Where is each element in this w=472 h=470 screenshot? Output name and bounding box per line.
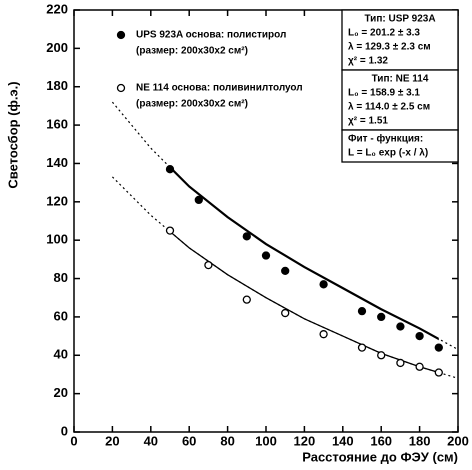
y-tick-label: 180 [46, 78, 68, 93]
x-tick-label: 20 [105, 433, 119, 448]
x-tick-label: 120 [294, 433, 316, 448]
y-tick-label: 0 [61, 423, 68, 438]
info-text: λ = 129.3 ± 2.3 см [348, 42, 431, 53]
info-box [341, 69, 459, 131]
data-point [377, 351, 386, 360]
y-tick-label: 200 [46, 40, 68, 55]
info-text: χ² = 1.32 [348, 56, 388, 67]
info-text: L₀ = 201.2 ± 3.3 [348, 28, 420, 39]
x-tick-label: 160 [370, 433, 392, 448]
x-tick-label: 0 [70, 433, 77, 448]
data-point [434, 343, 443, 352]
y-tick-label: 100 [46, 232, 68, 247]
info-text: λ = 114.0 ± 2.5 см [348, 102, 430, 113]
info-box [341, 9, 459, 71]
data-point [396, 322, 405, 331]
info-box [341, 129, 459, 163]
y-tick-label: 140 [46, 155, 68, 170]
legend-label: UPS 923A основа: полистирол [136, 30, 286, 41]
y-tick-label: 60 [54, 308, 68, 323]
x-tick-label: 200 [447, 433, 469, 448]
y-tick-label: 20 [54, 385, 68, 400]
legend-marker [116, 83, 126, 93]
x-tick-label: 40 [144, 433, 158, 448]
y-axis-label: Светосбор (ф.э.) [5, 81, 20, 188]
x-axis-label: Расстояние до ФЭУ (см) [302, 449, 458, 464]
data-point [165, 226, 175, 235]
fit-curve [170, 230, 439, 374]
fit-curve [170, 165, 439, 341]
info-text: Тип: USP 923A [364, 14, 435, 25]
info-text: χ² = 1.51 [348, 116, 388, 127]
data-point [194, 195, 203, 205]
data-point [281, 308, 290, 318]
data-point [415, 331, 424, 341]
data-point [357, 307, 367, 316]
info-text: Тип: NE 114 [372, 74, 429, 85]
y-tick-label: 80 [54, 270, 68, 285]
x-tick-label: 60 [182, 433, 196, 448]
info-text: Фит - функция: [348, 133, 423, 145]
data-point [204, 260, 213, 270]
fit-curve-dotted [111, 176, 459, 379]
legend-marker [116, 30, 126, 40]
info-text: L = L₀ exp (-x / λ) [348, 148, 428, 159]
data-point [165, 165, 175, 174]
x-tick-label: 80 [220, 433, 234, 448]
x-tick-label: 140 [332, 433, 354, 448]
info-text: L₀ = 158.9 ± 3.1 [348, 88, 420, 99]
data-point [261, 251, 271, 260]
data-point [396, 358, 405, 368]
y-tick-label: 120 [46, 193, 68, 208]
data-point [281, 266, 290, 276]
x-tick-label: 180 [409, 433, 431, 448]
legend-label: NE 114 основа: поливинилтолуол [136, 83, 303, 94]
data-point [377, 312, 386, 322]
y-tick-label: 160 [46, 117, 68, 132]
data-point [415, 362, 424, 371]
x-tick-label: 100 [255, 433, 277, 448]
legend-size: (размер: 200x30x2 см²) [136, 46, 248, 57]
y-tick-label: 220 [46, 1, 68, 16]
data-point [319, 280, 328, 289]
data-point [242, 232, 251, 241]
data-point [357, 343, 367, 352]
legend-size: (размер: 200x30x2 см²) [136, 99, 248, 110]
data-point [434, 368, 443, 377]
y-tick-label: 40 [54, 347, 68, 362]
data-point [242, 295, 251, 304]
data-point [319, 330, 328, 339]
